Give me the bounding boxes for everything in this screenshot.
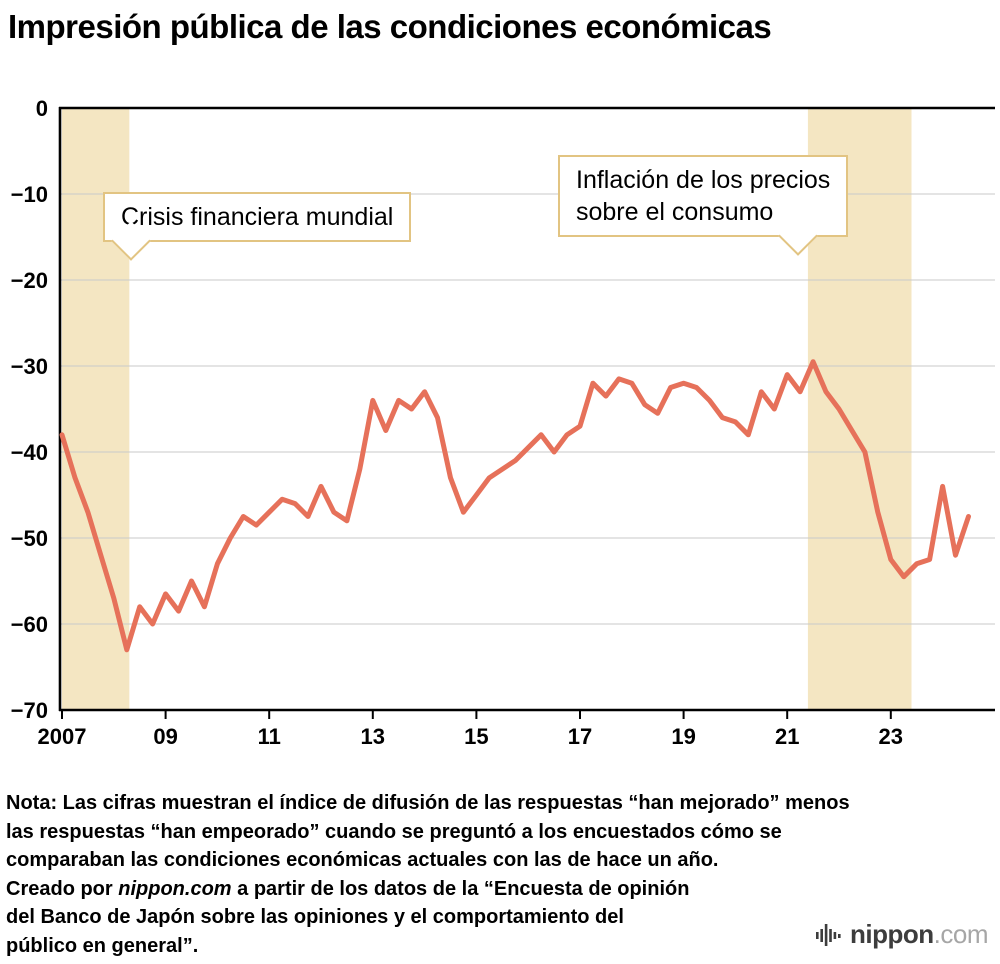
callout-financial-crisis-label: Crisis financiera mundial xyxy=(121,203,394,231)
note-line-6: público en general”. xyxy=(6,934,199,957)
x-tick-label: 23 xyxy=(879,724,903,749)
y-tick-label: −30 xyxy=(11,354,48,379)
y-tick-label: −10 xyxy=(11,182,48,207)
nippon-logo-text: nippon.com xyxy=(850,919,988,950)
nippon-logo-icon xyxy=(816,923,841,946)
x-tick-label: 09 xyxy=(153,724,177,749)
y-tick-label: −40 xyxy=(11,440,48,465)
note-credit-site: nippon.com xyxy=(118,877,232,900)
note-credit-prefix: Creado por xyxy=(6,877,119,900)
note-line-1: Nota: Las cifras muestran el índice de d… xyxy=(6,792,850,814)
x-tick-label: 19 xyxy=(671,724,695,749)
callout-inflation-line2: sobre el consumo xyxy=(576,198,774,226)
y-tick-label: −50 xyxy=(11,526,48,551)
x-tick-label: 2007 xyxy=(38,724,87,749)
callout-inflation-line1: Inflación de los precios xyxy=(576,166,831,194)
chart-title: Impresión pública de las condiciones eco… xyxy=(8,8,772,45)
x-tick-label: 17 xyxy=(568,724,592,749)
note-line-2: las respuestas “han empeorado” cuando se… xyxy=(6,820,782,843)
note-line-3: comparaban las condiciones económicas ac… xyxy=(6,849,719,871)
footnote: Nota: Las cifras muestran el índice de d… xyxy=(6,789,850,960)
chart-canvas: 2007 09 11 13 15 17 19 21 23 0 −10 −20 −30 −40 −50 −60 −… xyxy=(11,96,995,749)
callout-inflation: Inflación de los precios sobre el consum… xyxy=(558,155,849,256)
diffusion-index-line xyxy=(59,359,971,653)
y-tick-label: −70 xyxy=(11,698,48,723)
logo-suffix: .com xyxy=(933,919,989,949)
x-tick-label: 11 xyxy=(258,724,281,749)
y-tick-label: −20 xyxy=(11,268,48,293)
logo-name: nippon xyxy=(850,919,934,949)
nippon-logo: nippon.com xyxy=(815,919,989,950)
y-tick-label: 0 xyxy=(36,96,48,121)
x-tick-label: 15 xyxy=(464,724,488,749)
y-tick-label: −60 xyxy=(11,612,48,637)
note-line-4: Creado por nippon.com a partir de los da… xyxy=(6,875,850,904)
callout-financial-crisis: Crisis financiera mundial xyxy=(103,192,412,261)
x-tick-label: 21 xyxy=(775,724,799,749)
note-credit-suffix: a partir de los datos de la “Encuesta de… xyxy=(231,877,690,900)
x-tick-label: 13 xyxy=(361,724,385,749)
note-line-5: del Banco de Japón sobre las opiniones y… xyxy=(6,906,624,928)
